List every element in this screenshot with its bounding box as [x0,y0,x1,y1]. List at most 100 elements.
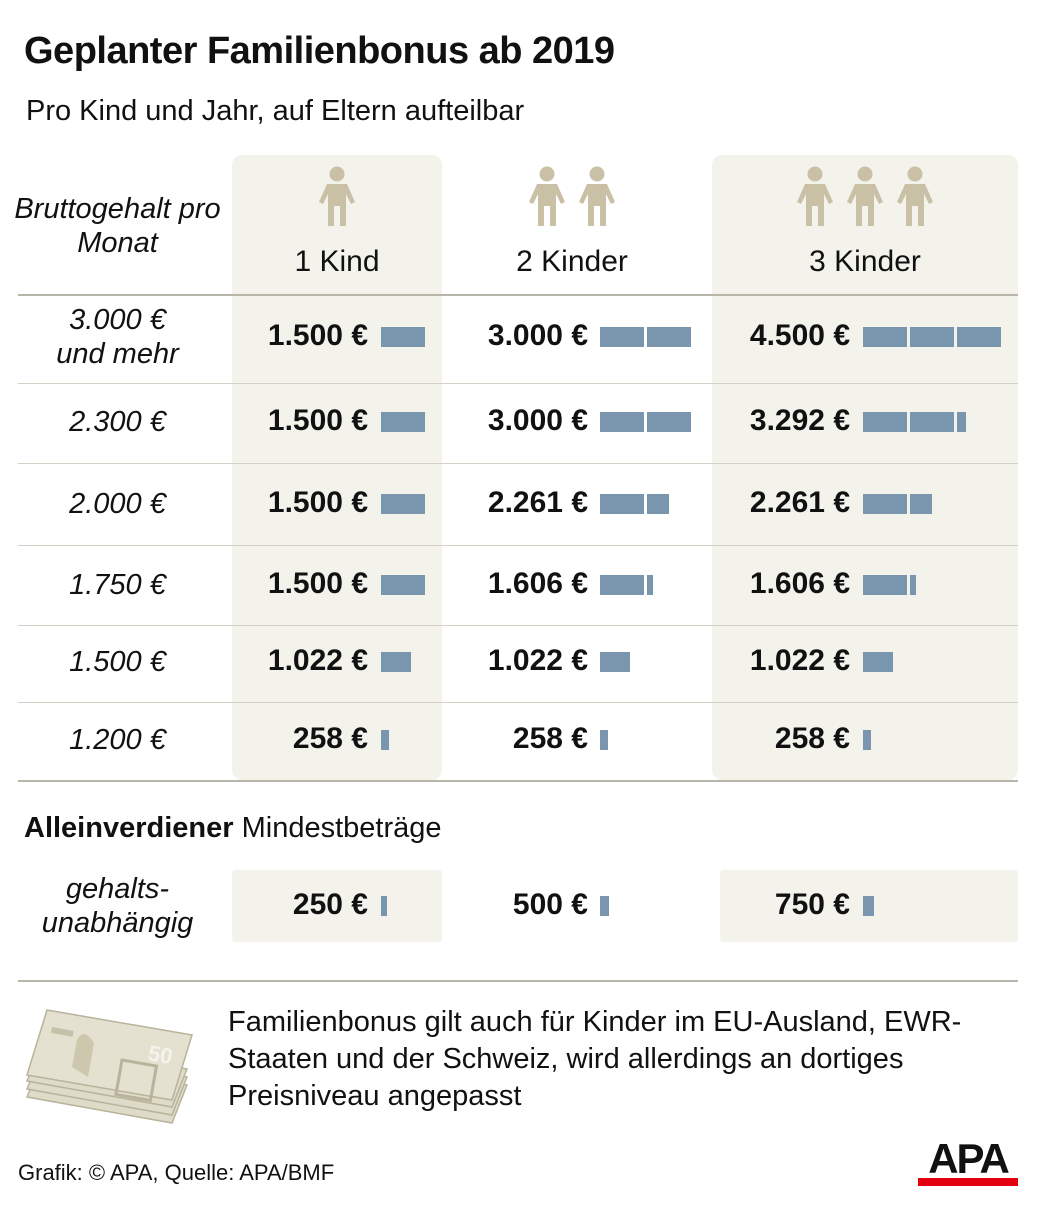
bar-segment [863,896,874,916]
bar-segment [910,575,916,595]
cell-value: 2.261 € [749,486,850,519]
value-bar [863,327,1001,347]
column-header: 3 Kinder [809,245,921,278]
column-header: 2 Kinder [516,245,628,278]
bar-segment [600,412,644,432]
children-icons [237,166,437,228]
bar-segment [863,730,871,750]
single-earner-bar [863,896,874,916]
bar-segment [957,412,966,432]
bar-segment [863,575,907,595]
value-bar [863,494,932,514]
divider [18,294,1018,296]
divider [18,980,1018,982]
apa-logo-text: APA [928,1135,1010,1182]
single-earner-title-bold: Alleinverdiener [24,812,234,844]
column-header: 1 Kind [294,245,380,278]
bar-segment [381,575,425,595]
value-bar [600,730,608,750]
bar-segment [863,412,907,432]
bar-segment [910,412,954,432]
bar-segment [381,730,389,750]
cell-value: 1.500 € [267,486,368,519]
child-icon [529,166,565,226]
row-divider [18,545,1018,546]
bar-segment [381,412,425,432]
single-earner-title-rest: Mindestbeträge [241,812,442,844]
children-icons [765,166,965,228]
cell-value: 1.022 € [749,644,850,677]
column-panel-3 [712,155,1018,780]
value-bar [600,494,669,514]
cell-value: 1.022 € [487,644,588,677]
bar-segment [381,327,425,347]
row-label: 1.500 € [69,646,166,678]
bar-segment [600,652,630,672]
row-divider [18,625,1018,626]
single-earner-value: 250 € [292,888,368,921]
cell-value: 1.500 € [267,404,368,437]
column-panel-1 [232,155,442,780]
row-divider [18,463,1018,464]
value-bar [863,730,871,750]
divider [18,780,1018,782]
bar-segment [381,652,411,672]
cell-value: 3.000 € [487,404,588,437]
value-bar [600,412,691,432]
row-header: Bruttogehalt pro Monat [14,193,221,259]
bar-segment [647,327,691,347]
cell-value: 258 € [292,722,368,755]
value-bar [863,412,966,432]
value-bar [381,652,411,672]
source-credit: Grafik: © APA, Quelle: APA/BMF [18,1160,335,1185]
bar-segment [381,896,387,916]
child-icon [897,166,933,226]
cell-value: 3.000 € [487,319,588,352]
row-divider [18,383,1018,384]
bar-segment [910,494,932,514]
child-icon [319,166,355,226]
row-label: 1.750 € [69,569,166,601]
single-earner-value: 750 € [774,888,850,921]
bar-segment [957,327,1001,347]
bar-segment [647,412,691,432]
bar-segment [600,494,644,514]
value-bar [381,494,425,514]
row-label: 3.000 € und mehr [56,304,179,370]
value-bar [863,652,893,672]
cell-value: 4.500 € [749,319,850,352]
single-earner-value: 500 € [512,888,588,921]
single-earner-heading: Alleinverdiener Mindestbeträge [24,812,442,845]
single-earner-bar [381,896,387,916]
apa-logo: APA [918,1135,1018,1186]
child-icon [847,166,883,226]
bar-segment [863,494,907,514]
cell-value: 2.261 € [487,486,588,519]
value-bar [381,327,425,347]
bar-segment [381,494,425,514]
row-label: 1.200 € [69,724,166,756]
row-label: 2.000 € [69,488,166,520]
bar-segment [647,575,653,595]
bar-segment [863,652,893,672]
value-bar [600,575,653,595]
bar-segment [600,575,644,595]
row-label: 2.300 € [69,406,166,438]
svg-text:50: 50 [146,1040,174,1069]
bar-segment [863,327,907,347]
cell-value: 1.500 € [267,567,368,600]
cell-value: 1.500 € [267,319,368,352]
cell-value: 1.606 € [749,567,850,600]
subtitle: Pro Kind und Jahr, auf Eltern aufteilbar [26,95,525,127]
footnote: Familienbonus gilt auch für Kinder im EU… [228,1006,962,1112]
child-icon [797,166,833,226]
cell-value: 1.022 € [267,644,368,677]
bar-segment [647,494,669,514]
value-bar [600,652,630,672]
cell-value: 1.606 € [487,567,588,600]
value-bar [863,575,916,595]
cell-value: 258 € [512,722,588,755]
bar-segment [910,327,954,347]
cell-value: 258 € [774,722,850,755]
